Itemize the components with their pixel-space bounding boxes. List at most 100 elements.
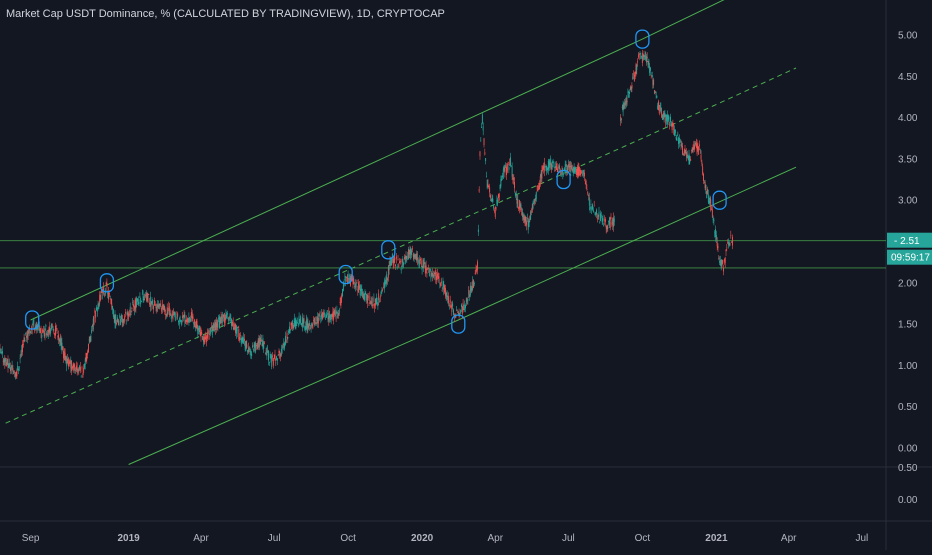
candle-body — [21, 354, 22, 355]
candle-body — [311, 328, 312, 329]
candle-body — [100, 295, 101, 301]
candle-body — [139, 296, 140, 298]
candle-body — [83, 368, 84, 373]
candle-body — [423, 262, 424, 268]
candle-body — [729, 243, 730, 244]
candle-body — [55, 326, 56, 336]
candle-body — [399, 261, 400, 263]
candle-body — [33, 322, 34, 323]
candle-body — [208, 330, 209, 331]
candle-body — [714, 220, 715, 221]
candle-body — [442, 290, 443, 291]
candle-body — [213, 326, 214, 330]
candle-body — [719, 261, 720, 263]
candle-body — [607, 227, 608, 229]
candle-body — [170, 313, 171, 316]
candle-body — [345, 280, 346, 282]
candle-body — [179, 320, 180, 325]
horizontal-levels[interactable] — [0, 241, 886, 268]
candle-body — [8, 359, 9, 368]
candle-body — [550, 163, 551, 166]
candle-body — [633, 74, 634, 75]
candle-body — [697, 146, 698, 150]
candle-body — [670, 117, 671, 122]
candle-body — [147, 293, 148, 301]
candle-body — [144, 299, 145, 301]
channel-upper-line[interactable] — [31, 0, 780, 320]
candle-body — [529, 216, 530, 220]
candle-body — [406, 256, 407, 259]
candle-body — [613, 217, 614, 226]
candle-body — [413, 254, 414, 256]
candle-body — [156, 307, 157, 308]
candle-body — [647, 57, 648, 58]
candle-body — [583, 171, 584, 174]
candle-body — [118, 319, 119, 322]
candle-body — [625, 101, 626, 106]
candle-body — [347, 277, 348, 283]
candle-body — [303, 320, 304, 324]
time-tick-label: 2020 — [411, 533, 434, 544]
candle-body — [185, 315, 186, 323]
candle-body — [546, 166, 547, 171]
time-tick-label: 2021 — [705, 533, 728, 544]
candle-body — [154, 300, 155, 306]
time-tick-label: Sep — [22, 533, 40, 544]
candle-body — [634, 75, 635, 81]
candle-body — [384, 281, 385, 288]
candle-body — [517, 199, 518, 204]
candle-body — [543, 165, 544, 169]
channel-middle-line[interactable] — [6, 68, 796, 423]
candle-body — [481, 127, 482, 128]
candle-body — [74, 367, 75, 370]
candle-body — [191, 312, 192, 318]
candle-body — [266, 351, 267, 352]
candle-body — [573, 169, 574, 172]
candle-body — [104, 295, 105, 296]
candle-body — [353, 279, 354, 284]
candle-body — [590, 210, 591, 211]
candle-body — [680, 141, 681, 142]
candle-body — [663, 113, 664, 115]
candle-body — [638, 56, 639, 57]
candle-body — [584, 173, 585, 177]
candle-body — [205, 335, 206, 336]
candle-body — [727, 242, 728, 243]
candle-body — [248, 347, 249, 352]
candle-body — [487, 180, 488, 189]
price-axis[interactable]: 5.004.504.003.503.002.502.001.501.000.50… — [887, 31, 932, 507]
candle-body — [518, 207, 519, 208]
candle-body — [668, 115, 669, 119]
candle-body — [622, 107, 623, 108]
candle-body — [610, 222, 611, 229]
candle-body — [357, 290, 358, 291]
candle-body — [711, 209, 712, 210]
candle-body — [480, 152, 481, 157]
candle-body — [0, 352, 1, 354]
candle-body — [56, 328, 57, 329]
trend-channel[interactable] — [6, 0, 796, 464]
candle-body — [547, 168, 548, 170]
touch-markers[interactable] — [26, 30, 726, 333]
candle-body — [529, 221, 530, 227]
candle-body — [561, 173, 562, 176]
candle-body — [703, 174, 704, 181]
candle-body — [414, 254, 415, 258]
candle-body — [98, 304, 99, 309]
candle-body — [70, 361, 71, 364]
candle-body — [709, 202, 710, 203]
candle-body — [67, 359, 68, 363]
price-tick-label: 1.50 — [898, 320, 918, 331]
candle-body — [332, 314, 333, 317]
candle-body — [550, 159, 551, 167]
candle-body — [572, 169, 573, 171]
candle-body — [473, 280, 474, 288]
candle-body — [672, 123, 673, 130]
candle-body — [42, 330, 43, 333]
candle-body — [730, 235, 731, 236]
candle-body — [525, 221, 526, 224]
candle-body — [78, 370, 79, 371]
